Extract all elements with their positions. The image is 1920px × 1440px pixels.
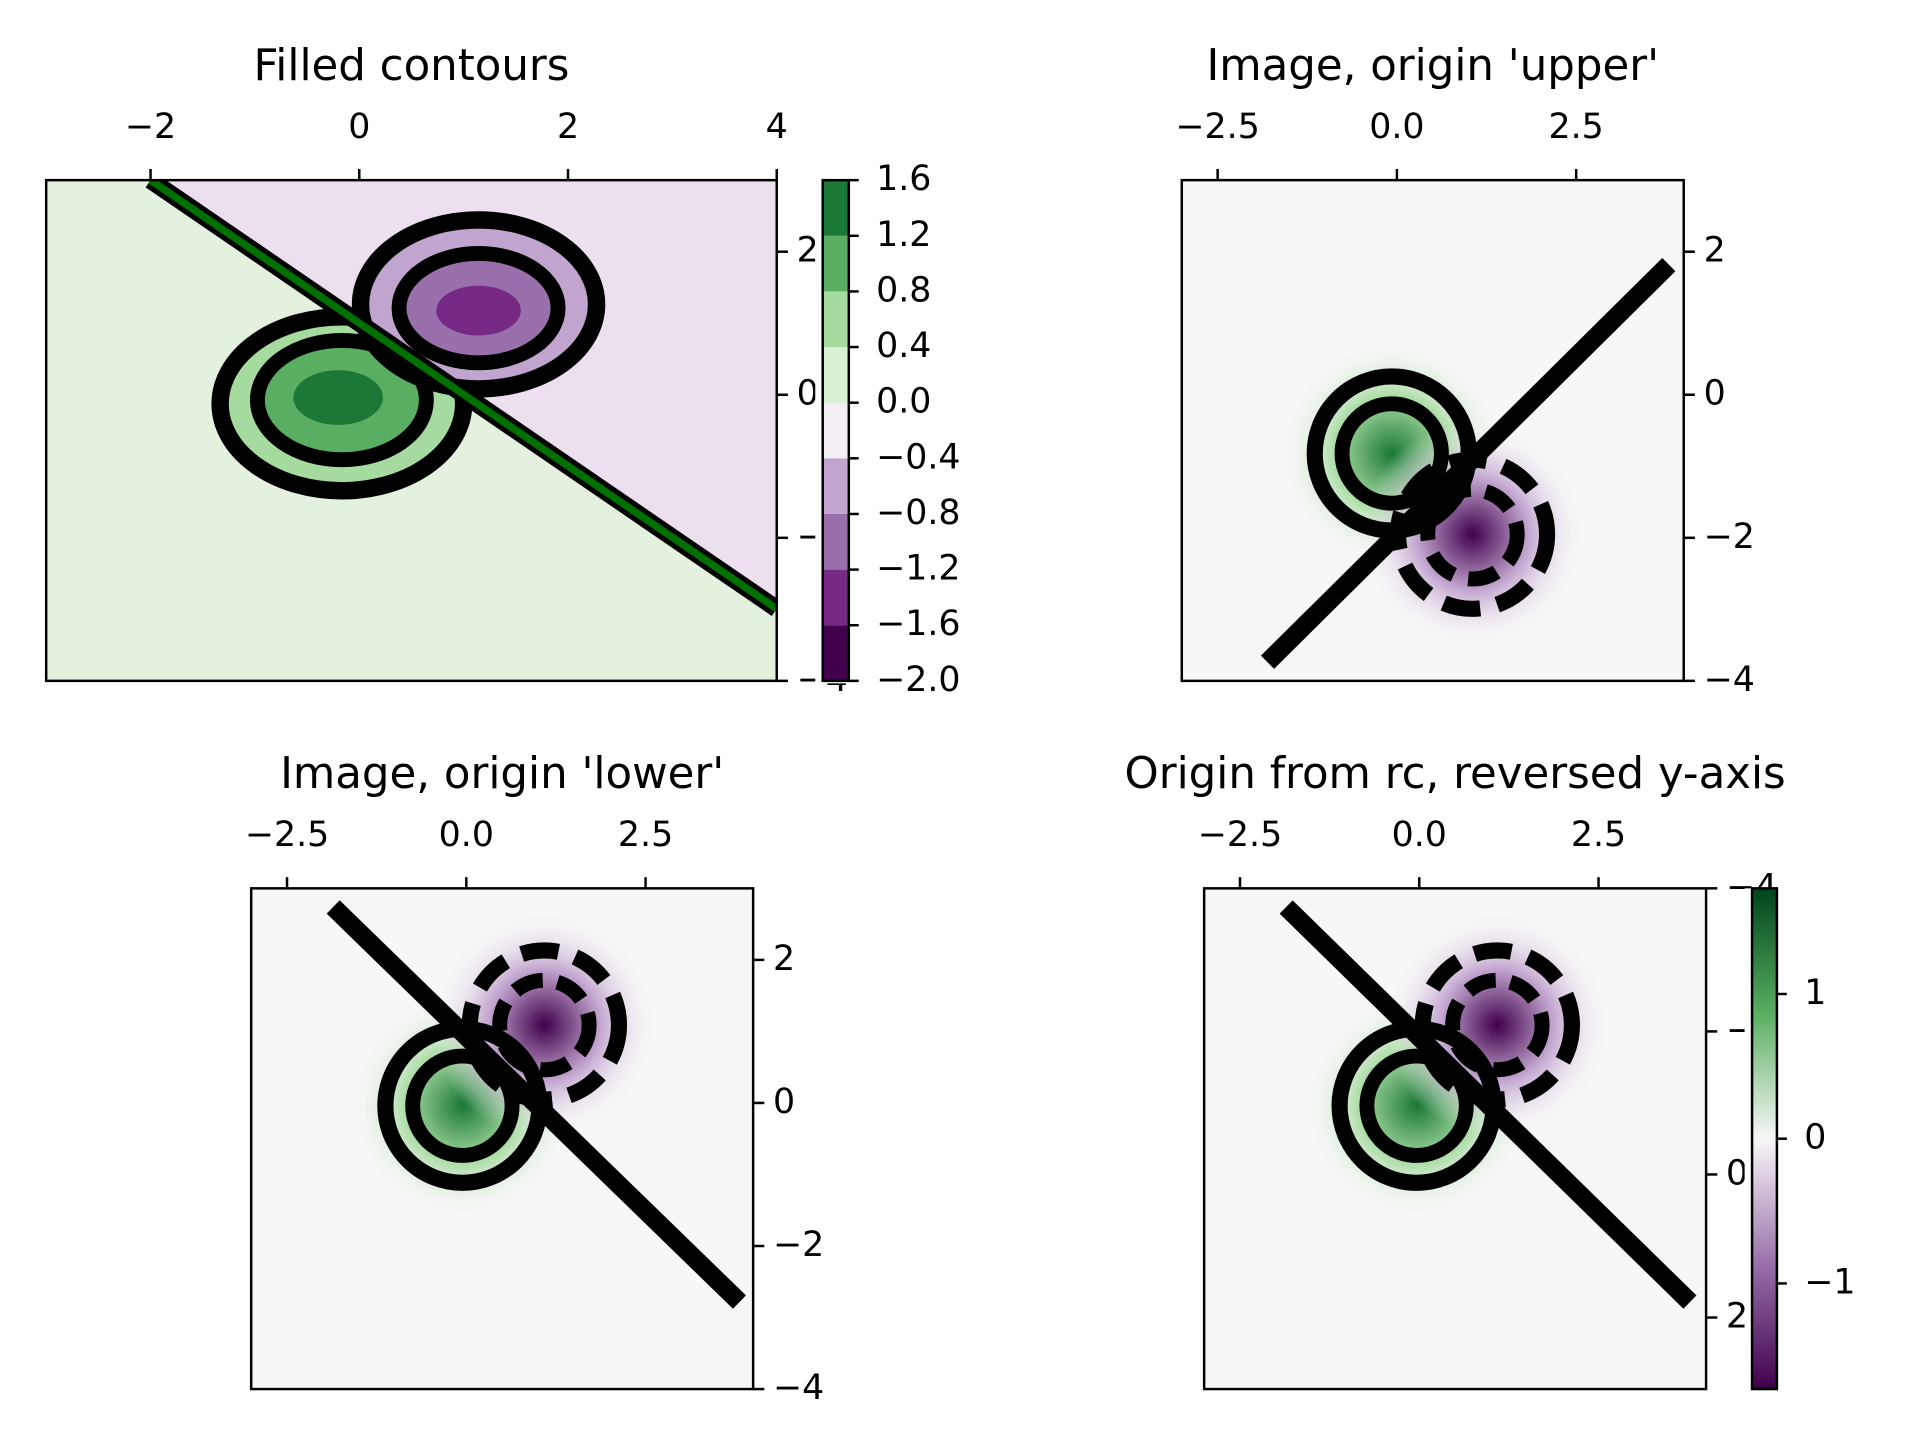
y-tick-label: −4 (773, 1368, 824, 1408)
image-field (1181, 180, 1684, 681)
x-tick-label: 0.0 (1369, 107, 1424, 147)
colorbar-tick-label: −1 (1804, 1262, 1855, 1302)
colorbar-band (822, 458, 849, 514)
y-tick-label: 2 (797, 231, 819, 271)
colorbar-tick-label: 0.4 (876, 326, 931, 366)
y-tick-label: 2 (1726, 1297, 1748, 1337)
colorbar-tick-label: 0 (1804, 1118, 1826, 1158)
x-tick-label: 0.0 (439, 815, 494, 855)
colorbar-band (822, 235, 849, 292)
contour-field (46, 180, 777, 681)
y-tick-label: 0 (1726, 1153, 1748, 1193)
colorbar-tick-label: 0.0 (876, 382, 931, 422)
colorbar-band (822, 347, 849, 403)
axes-frame (249, 887, 755, 1391)
axes-frame (1202, 887, 1708, 1391)
axes-frame (1180, 178, 1685, 683)
chart-title: Filled contours (253, 41, 569, 91)
colorbar-band (822, 402, 849, 459)
colorbar-tick-label: −1.2 (876, 549, 960, 589)
y-tick-label: −2 (1704, 517, 1755, 557)
colorbar-gradient (1752, 888, 1777, 1390)
x-tick-label: 0 (348, 107, 370, 147)
x-tick-label: 0.0 (1392, 815, 1447, 855)
chart-title: Image, origin 'upper' (1206, 41, 1659, 91)
x-tick-label: 2.5 (1549, 107, 1604, 147)
image-field (251, 888, 754, 1390)
colorbar-band (822, 513, 849, 570)
x-tick-label: −2.5 (245, 815, 329, 855)
colorbar-band (822, 180, 849, 236)
colorbar-frame (821, 178, 851, 683)
colorbar-band (822, 625, 849, 681)
y-tick-label: −4 (1704, 660, 1755, 700)
colorbar-tick-label: 1.6 (876, 159, 931, 199)
x-tick-label: −2 (125, 107, 176, 147)
y-tick-label: 0 (797, 374, 819, 414)
colorbar-band (822, 569, 849, 626)
colorbar-tick-label: 0.8 (876, 270, 931, 310)
x-tick-label: 2.5 (1571, 815, 1626, 855)
colorbar-tick-label: 1 (1804, 973, 1826, 1013)
x-tick-label: 2.5 (618, 815, 673, 855)
x-tick-label: 2 (557, 107, 579, 147)
colorbar-tick-label: −1.6 (876, 604, 960, 644)
x-tick-label: −2.5 (1198, 815, 1282, 855)
colorbar-tick-label: −0.8 (876, 493, 960, 533)
colorbar-band (822, 291, 849, 348)
colorbar-tick-label: 1.2 (876, 215, 931, 255)
y-tick-label: 0 (773, 1082, 795, 1122)
chart-title: Origin from rc, reversed y-axis (1125, 749, 1786, 799)
y-tick-label: 0 (1704, 374, 1726, 414)
y-tick-label: 2 (1704, 231, 1726, 271)
x-tick-label: −2.5 (1175, 107, 1259, 147)
axes-frame (44, 178, 778, 683)
colorbar-tick-label: −0.4 (876, 437, 960, 477)
x-tick-label: 4 (766, 107, 788, 147)
y-tick-label: 2 (773, 939, 795, 979)
image-field (1204, 888, 1707, 1390)
chart-title: Image, origin 'lower' (280, 749, 724, 799)
colorbar-tick-label: −2.0 (876, 660, 960, 700)
y-tick-label: −2 (773, 1225, 824, 1265)
